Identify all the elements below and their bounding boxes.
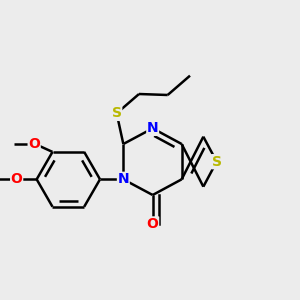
Text: O: O <box>28 136 40 151</box>
Text: N: N <box>147 121 158 135</box>
Text: O: O <box>11 172 22 186</box>
Text: S: S <box>112 106 122 120</box>
Text: N: N <box>118 172 129 186</box>
Text: O: O <box>147 217 159 231</box>
Text: S: S <box>212 155 222 169</box>
